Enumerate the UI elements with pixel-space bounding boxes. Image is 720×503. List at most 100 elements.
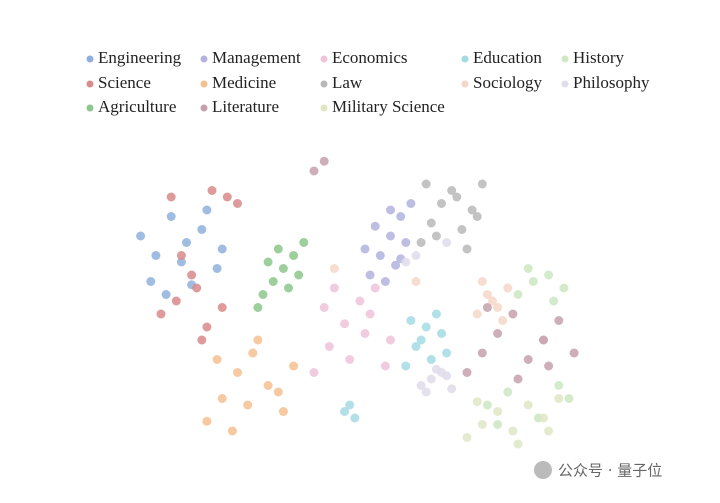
point <box>299 238 309 247</box>
watermark-icon <box>534 461 552 479</box>
point <box>401 361 411 371</box>
legend-marker <box>320 104 328 112</box>
point <box>217 394 227 403</box>
point <box>472 309 482 319</box>
point <box>197 335 207 345</box>
point <box>421 179 431 189</box>
point <box>406 199 416 208</box>
point <box>227 426 237 436</box>
point <box>319 303 329 312</box>
point <box>508 426 518 436</box>
point <box>202 416 212 426</box>
point <box>488 296 497 306</box>
point <box>182 238 191 247</box>
point <box>482 290 492 299</box>
legend-label: Military Science <box>332 97 445 116</box>
legend-label: Sociology <box>473 73 542 92</box>
point <box>472 212 482 221</box>
point <box>401 238 411 247</box>
point <box>386 231 395 241</box>
point <box>431 364 441 374</box>
point <box>212 355 222 364</box>
point <box>569 348 579 358</box>
point <box>539 335 548 345</box>
legend-marker <box>320 55 328 63</box>
point <box>380 361 390 371</box>
legend-marker <box>561 80 569 88</box>
point <box>278 264 288 273</box>
point <box>253 335 263 345</box>
point <box>207 186 217 195</box>
point <box>493 407 503 416</box>
point <box>212 264 222 273</box>
point <box>513 439 523 449</box>
point <box>513 290 523 299</box>
point <box>467 205 477 215</box>
point <box>523 264 533 273</box>
point <box>294 270 304 280</box>
point <box>161 290 171 299</box>
point <box>360 329 370 338</box>
point <box>360 244 370 254</box>
point <box>523 400 533 410</box>
point <box>345 400 355 410</box>
point <box>442 348 452 358</box>
point <box>289 361 299 371</box>
point <box>442 371 452 381</box>
point <box>493 303 503 312</box>
point <box>263 257 273 267</box>
point <box>263 381 273 390</box>
point <box>477 420 487 429</box>
point <box>539 413 548 423</box>
point <box>192 283 202 293</box>
legend-marker <box>320 80 328 88</box>
point <box>528 277 538 286</box>
point <box>411 277 421 286</box>
point <box>176 257 186 267</box>
legend-label: History <box>573 48 625 67</box>
point <box>273 244 283 254</box>
point <box>503 387 513 397</box>
point <box>472 397 482 407</box>
point <box>477 348 487 358</box>
point <box>564 394 574 403</box>
legend-marker <box>461 55 469 63</box>
point <box>447 384 457 394</box>
point <box>151 251 161 260</box>
point <box>380 277 390 286</box>
point <box>176 251 186 260</box>
point <box>523 355 533 364</box>
legend-label: Law <box>332 73 363 92</box>
point <box>554 381 564 390</box>
point <box>329 264 339 273</box>
point <box>386 335 395 345</box>
point <box>166 192 176 202</box>
point <box>442 238 452 247</box>
point <box>416 335 426 345</box>
legend-label: Medicine <box>212 73 276 92</box>
point <box>284 283 293 293</box>
point <box>482 303 492 312</box>
point <box>421 387 431 397</box>
legend-label: Engineering <box>98 48 182 67</box>
point <box>462 368 472 377</box>
point <box>329 283 339 293</box>
point <box>544 270 554 280</box>
point <box>482 400 492 410</box>
point <box>187 270 197 280</box>
point <box>416 238 426 247</box>
point <box>401 257 411 267</box>
point <box>345 355 355 364</box>
point <box>350 413 360 423</box>
point <box>233 368 242 377</box>
legend-label: Agriculture <box>98 97 176 116</box>
point <box>477 179 487 189</box>
point <box>426 218 436 228</box>
point <box>156 309 166 319</box>
point <box>437 329 446 338</box>
point <box>477 277 487 286</box>
point <box>222 192 232 202</box>
watermark: 公众号 · 量子位 <box>534 461 662 480</box>
